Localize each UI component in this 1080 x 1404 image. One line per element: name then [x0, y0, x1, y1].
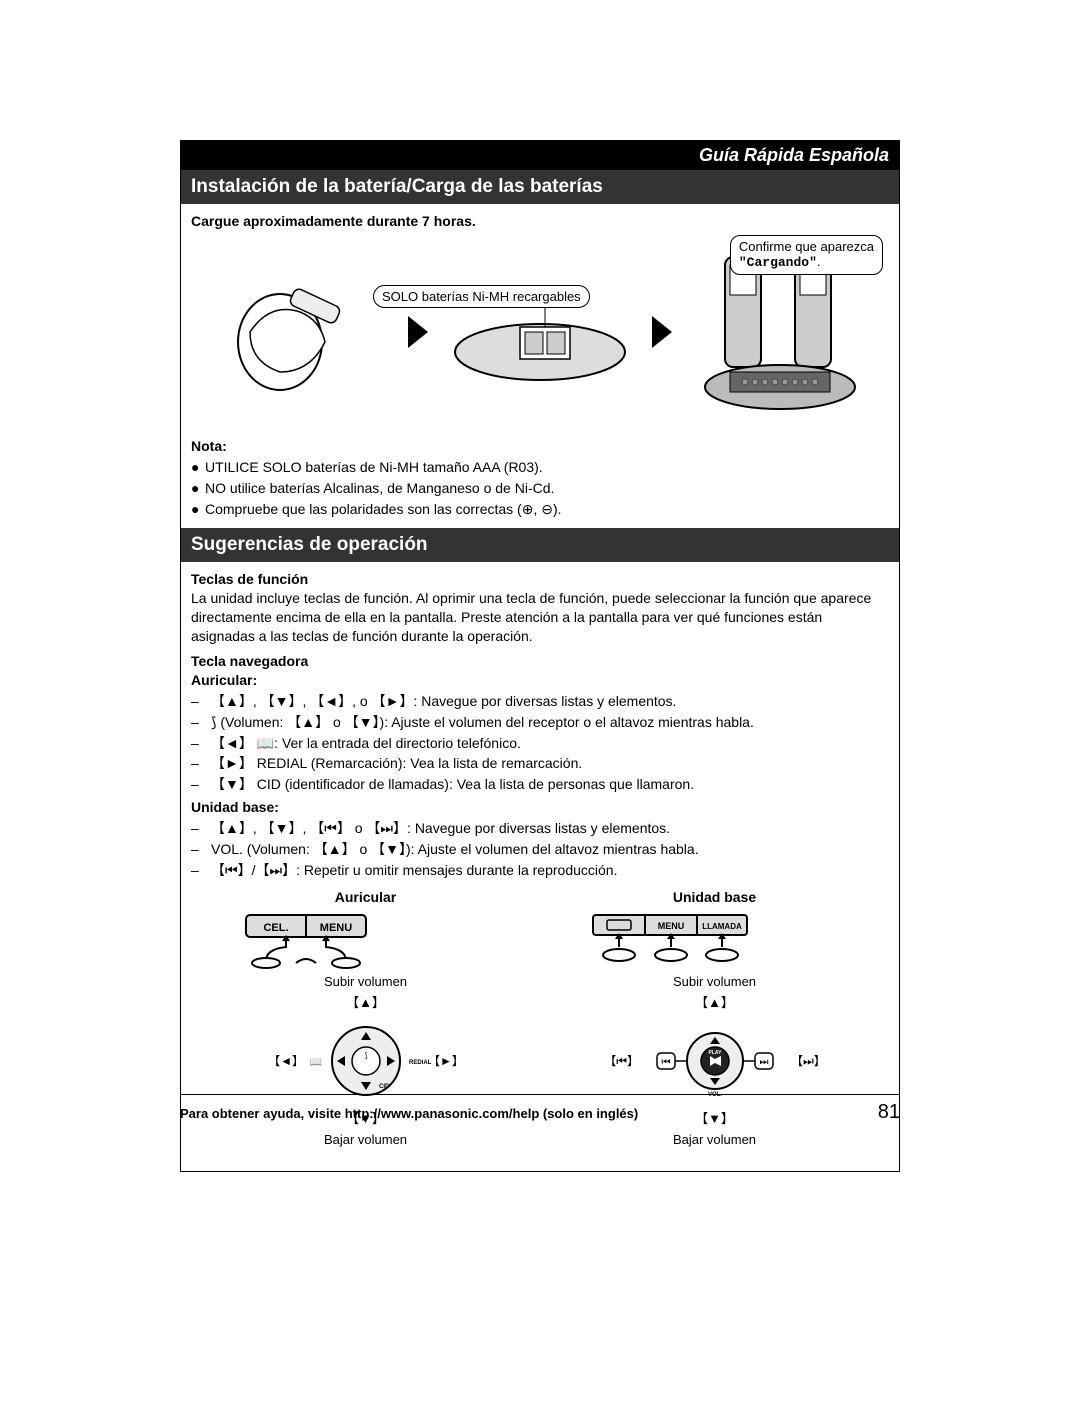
- nota2-text: NO utilice baterías Alcalinas, de Mangan…: [205, 479, 554, 498]
- bajar-vol-1: Bajar volumen: [236, 1131, 496, 1149]
- page-footer: Para obtener ayuda, visite http://www.pa…: [180, 1094, 900, 1124]
- page-number: 81: [878, 1101, 900, 1124]
- base-dpad: PLAY VOL. ⏮ ⏭ 【⏮】 【⏭】: [585, 1016, 845, 1106]
- tecla-nav-heading: Tecla navegadora: [191, 652, 889, 671]
- arrow-icon-1: [408, 316, 428, 348]
- auricular-item-3: –【◄】 📖: Ver la entrada del directorio te…: [191, 734, 889, 753]
- auricular-heading: Auricular:: [191, 671, 889, 690]
- nota-label: Nota:: [191, 437, 889, 456]
- illustration-row: Confirme que aparezca "Cargando". SOLO b…: [191, 237, 889, 427]
- auricular-item-5: –【▼】 CID (identificador de llamadas): Ve…: [191, 775, 889, 794]
- callout-confirm: Confirme que aparezca "Cargando".: [730, 235, 883, 275]
- header-band: Guía Rápida Española: [181, 141, 899, 170]
- bajar-vol-2: Bajar volumen: [585, 1131, 845, 1149]
- svg-text:【◄】: 【◄】: [268, 1054, 304, 1068]
- section2-content: Teclas de función La unidad incluye tecl…: [181, 562, 899, 1170]
- svg-text:PLAY: PLAY: [708, 1050, 722, 1056]
- arrow-icon-2: [652, 316, 672, 348]
- subir-vol-1: Subir volumen: [236, 973, 496, 991]
- auricular-dpad: ⟆ 【◄】 📖 【►】 REDIAL CID: [236, 1016, 496, 1106]
- section1-content: Cargue aproximadamente durante 7 horas. …: [181, 204, 899, 528]
- teclas-func-heading: Teclas de función: [191, 570, 889, 589]
- base-softkey-diagram: MENU LLAMADA: [585, 913, 755, 969]
- nota-item-2: ●NO utilice baterías Alcalinas, de Manga…: [191, 479, 889, 498]
- auricular-item-4: –【►】 REDIAL (Remarcación): Vea la lista …: [191, 754, 889, 773]
- svg-text:LLAMADA: LLAMADA: [702, 922, 742, 931]
- auricular-item-2: –⟆ (Volumen: 【▲】 o 【▼】): Ajuste el volum…: [191, 713, 889, 732]
- base-item-1: –【▲】, 【▼】, 【⏮】 o 【⏭】: Navegue por divers…: [191, 819, 889, 838]
- nota-item-3: ●Compruebe que las polaridades son las c…: [191, 500, 889, 519]
- nota-item-1: ●UTILICE SOLO baterías de Ni-MH tamaño A…: [191, 458, 889, 477]
- svg-text:📖: 📖: [309, 1057, 321, 1068]
- svg-text:REDIAL: REDIAL: [409, 1060, 432, 1066]
- base-item-2: –VOL. (Volumen: 【▲】 o 【▼】): Ajuste el vo…: [191, 840, 889, 859]
- svg-text:⏭: ⏭: [759, 1057, 768, 1068]
- auricular-item-1: –【▲】, 【▼】, 【◄】, o 【►】: Navegue por diver…: [191, 692, 889, 711]
- nota3-text: Compruebe que las polaridades son las co…: [205, 500, 562, 519]
- up-key-1: 【▲】: [236, 994, 496, 1012]
- callout-confirm-line1: Confirme que aparezca: [739, 239, 874, 254]
- charge-instruction: Cargue aproximadamente durante 7 horas.: [191, 212, 889, 231]
- svg-text:MENU: MENU: [319, 922, 351, 934]
- callout-confirm-line2: "Cargando": [739, 255, 817, 270]
- nota1-text: UTILICE SOLO baterías de Ni-MH tamaño AA…: [205, 458, 543, 477]
- callout-battery: SOLO baterías Ni-MH recargables: [373, 285, 590, 309]
- svg-text:【⏭】: 【⏭】: [791, 1054, 825, 1068]
- up-key-2: 【▲】: [585, 994, 845, 1012]
- base-item-3: –【⏮】/【⏭】: Repetir u omitir mensajes dura…: [191, 861, 889, 880]
- teclas-func-para: La unidad incluye teclas de función. Al …: [191, 589, 889, 646]
- svg-text:MENU: MENU: [657, 921, 684, 931]
- nav-col1-title: Auricular: [236, 888, 496, 907]
- svg-text:【⏮】: 【⏮】: [605, 1054, 639, 1068]
- svg-text:⟆: ⟆: [364, 1051, 367, 1060]
- svg-text:⏮: ⏮: [661, 1057, 670, 1068]
- section1-title: Instalación de la batería/Carga de las b…: [181, 170, 899, 204]
- svg-text:【►】: 【►】: [428, 1054, 464, 1068]
- subir-vol-2: Subir volumen: [585, 973, 845, 991]
- manual-page: Guía Rápida Española Instalación de la b…: [180, 140, 900, 1172]
- section2-title: Sugerencias de operación: [181, 528, 899, 562]
- illus-hand-battery: [191, 237, 400, 427]
- auricular-softkey-diagram: CEL. MENU: [236, 913, 376, 969]
- svg-text:CID: CID: [379, 1084, 390, 1090]
- footer-help-text: Para obtener ayuda, visite http://www.pa…: [180, 1106, 638, 1121]
- nav-col2-title: Unidad base: [585, 888, 845, 907]
- illus-handset-batteries: [436, 237, 645, 427]
- unidad-base-heading: Unidad base:: [191, 798, 889, 817]
- svg-text:CEL.: CEL.: [263, 922, 288, 934]
